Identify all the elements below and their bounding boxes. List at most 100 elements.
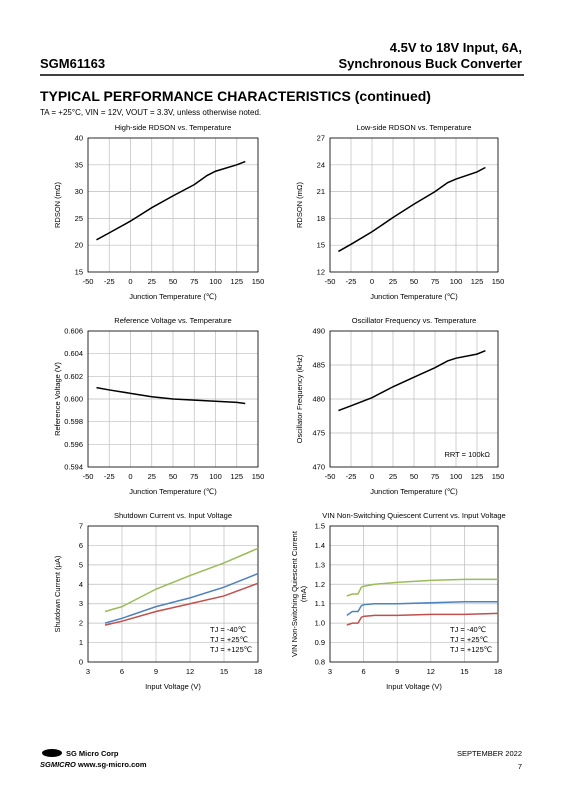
y-tick-label: 0 [79, 658, 83, 667]
y-tick-label: 0.604 [64, 349, 83, 358]
plot-frame [329, 137, 499, 273]
legend-entry: TJ = -40℃ [450, 625, 486, 634]
x-tick-label: 3 [328, 667, 332, 676]
y-tick-label: 0.594 [64, 463, 83, 472]
y-tick-label: 1.1 [315, 599, 325, 608]
y-tick-label: 6 [79, 541, 83, 550]
x-tick-label: 12 [427, 667, 435, 676]
y-tick-label: 0.602 [64, 372, 83, 381]
doc-title: 4.5V to 18V Input, 6A, [390, 40, 522, 55]
y-tick-label: 40 [75, 134, 83, 143]
series-line [346, 601, 498, 616]
x-tick-label: 25 [148, 472, 156, 481]
doc-title: Synchronous Buck Converter [339, 56, 523, 71]
x-tick-label: 75 [431, 472, 439, 481]
y-axis-label: RDSON (mΩ) [53, 181, 62, 228]
annotation: RRT = 100kΩ [444, 450, 490, 459]
plot-frame [329, 330, 499, 468]
x-tick-label: 125 [230, 277, 243, 286]
y-tick-label: 490 [312, 327, 325, 336]
series-line [338, 166, 486, 253]
series-line [96, 386, 246, 405]
x-axis-label: Input Voltage (V) [145, 682, 201, 691]
x-tick-label: 100 [209, 472, 222, 481]
y-tick-label: 1.3 [315, 560, 325, 569]
y-tick-label: 0.8 [315, 658, 325, 667]
x-tick-label: 150 [492, 277, 505, 286]
chart-title: Reference Voltage vs. Temperature [114, 316, 231, 325]
series-line [104, 547, 259, 613]
chart-title: Oscillator Frequency vs. Temperature [352, 316, 477, 325]
y-tick-label: 20 [75, 241, 83, 250]
y-tick-label: 27 [317, 134, 325, 143]
legend-entry: TJ = +125℃ [210, 645, 252, 654]
x-axis-label: Junction Temperature (℃) [129, 487, 217, 496]
x-tick-label: 25 [389, 277, 397, 286]
x-tick-label: 6 [120, 667, 124, 676]
x-tick-label: 150 [252, 472, 265, 481]
y-tick-label: 7 [79, 522, 83, 531]
logo-mark [42, 749, 62, 757]
logo: SGMICRO [40, 760, 76, 769]
x-tick-label: -50 [83, 472, 94, 481]
y-tick-label: 15 [317, 241, 325, 250]
x-tick-label: 50 [410, 472, 418, 481]
chart-title: Shutdown Current vs. Input Voltage [114, 511, 232, 520]
x-tick-label: 18 [494, 667, 502, 676]
x-tick-label: -25 [346, 472, 357, 481]
x-tick-label: -50 [83, 277, 94, 286]
y-tick-label: 0.606 [64, 327, 83, 336]
x-tick-label: 12 [186, 667, 194, 676]
x-tick-label: 75 [431, 277, 439, 286]
y-tick-label: 0.9 [315, 638, 325, 647]
y-tick-label: 0.600 [64, 395, 83, 404]
y-tick-label: 15 [75, 268, 83, 277]
x-tick-label: 125 [471, 472, 484, 481]
legend-entry: TJ = +125℃ [450, 645, 492, 654]
x-tick-label: 100 [450, 472, 463, 481]
x-axis-label: Junction Temperature (℃) [370, 487, 458, 496]
x-tick-label: 3 [86, 667, 90, 676]
y-tick-label: 1.4 [315, 541, 325, 550]
company: SG Micro Corp [66, 749, 119, 758]
series-line [104, 582, 259, 626]
x-tick-label: 0 [370, 472, 374, 481]
series-line [346, 612, 499, 626]
series-line [346, 578, 498, 597]
x-tick-label: 150 [492, 472, 505, 481]
y-tick-label: 30 [75, 187, 83, 196]
x-tick-label: 6 [362, 667, 366, 676]
y-tick-label: 4 [79, 580, 83, 589]
y-tick-label: 5 [79, 560, 83, 569]
y-axis-label: VIN Non-Switching Quiescent Current [290, 530, 299, 657]
x-tick-label: 50 [410, 277, 418, 286]
plot-frame [87, 330, 259, 468]
x-tick-label: -25 [346, 277, 357, 286]
y-tick-label: 1.5 [315, 522, 325, 531]
x-tick-label: 125 [230, 472, 243, 481]
x-axis-label: Junction Temperature (℃) [129, 292, 217, 301]
y-axis-label: Shutdown Current (μA) [53, 555, 62, 632]
x-tick-label: 25 [148, 277, 156, 286]
y-tick-label: 25 [75, 214, 83, 223]
x-tick-label: 0 [370, 277, 374, 286]
x-axis-label: Input Voltage (V) [386, 682, 442, 691]
x-tick-label: 0 [128, 472, 132, 481]
y-axis-label: Reference Voltage (V) [53, 362, 62, 436]
y-tick-label: 3 [79, 599, 83, 608]
part-number: SGM61163 [40, 56, 105, 71]
y-axis-label: Oscillator Frequency (kHz) [295, 354, 304, 443]
y-tick-label: 18 [317, 214, 325, 223]
y-tick-label: 24 [317, 160, 325, 169]
chart-title: High-side RDSON vs. Temperature [115, 123, 232, 132]
y-axis-label: (mA) [299, 585, 308, 602]
series-line [96, 160, 246, 241]
date: SEPTEMBER 2022 [457, 749, 522, 758]
x-tick-label: 75 [190, 277, 198, 286]
plot-frame [87, 525, 259, 663]
series-line [104, 572, 259, 624]
y-tick-label: 21 [317, 187, 325, 196]
x-tick-label: 15 [460, 667, 468, 676]
x-tick-label: -25 [104, 472, 115, 481]
